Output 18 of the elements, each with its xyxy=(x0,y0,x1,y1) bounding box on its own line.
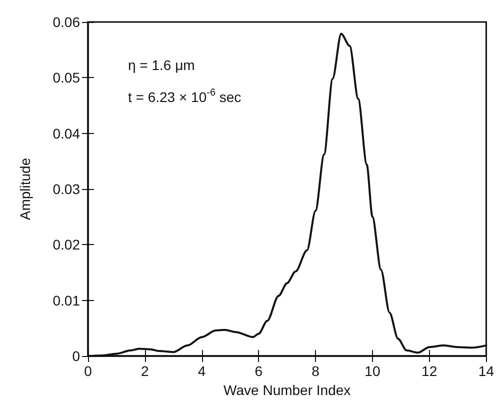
y-tick-label: 0.05 xyxy=(52,70,80,86)
x-tick-label: 12 xyxy=(422,363,438,379)
y-tick-label: 0.06 xyxy=(52,14,80,30)
x-tick-label: 0 xyxy=(84,363,92,379)
x-axis-title: Wave Number Index xyxy=(224,382,351,398)
y-tick-label: 0.02 xyxy=(52,236,80,253)
y-axis-title: Amplitude xyxy=(17,158,33,220)
x-tick-label: 10 xyxy=(364,363,380,379)
x-tick-label: 8 xyxy=(312,363,320,379)
x-tick-label: 4 xyxy=(198,363,206,379)
x-tick-label: 2 xyxy=(140,363,149,379)
y-tick-label: 0.03 xyxy=(52,181,80,197)
y-tick-label: 0.04 xyxy=(52,125,80,142)
annotation: η = 1.6 μm xyxy=(128,57,195,73)
y-tick-label: 0 xyxy=(72,348,80,364)
x-tick-label: 6 xyxy=(254,363,263,379)
y-tick-label: 0.01 xyxy=(52,292,80,308)
x-tick-label: 14 xyxy=(478,363,494,379)
